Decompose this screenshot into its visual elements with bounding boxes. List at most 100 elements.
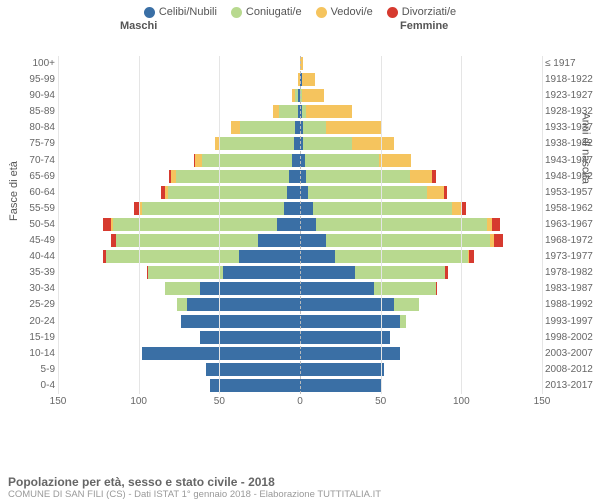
bar-segment xyxy=(240,121,295,134)
male-bar xyxy=(292,89,300,102)
male-bar xyxy=(273,105,300,118)
female-bar xyxy=(300,282,437,295)
bar-segment xyxy=(445,266,448,279)
chart-footer: Popolazione per età, sesso e stato civil… xyxy=(8,475,592,500)
birth-label: 1998-2002 xyxy=(545,330,600,346)
left-side-label: Maschi xyxy=(120,20,157,32)
center-line xyxy=(300,56,301,394)
age-label: 85-89 xyxy=(0,104,55,120)
xaxis-tick: 100 xyxy=(453,396,470,407)
female-bar xyxy=(300,121,381,134)
birth-label: 2013-2017 xyxy=(545,378,600,394)
age-label: 45-49 xyxy=(0,233,55,249)
bar-segment xyxy=(223,266,300,279)
birth-label: 1943-1947 xyxy=(545,153,600,169)
bar-segment xyxy=(303,137,351,150)
bar-segment xyxy=(300,218,316,231)
xaxis-tick: 100 xyxy=(130,396,147,407)
female-bar xyxy=(300,250,474,263)
age-label: 80-84 xyxy=(0,120,55,136)
age-label: 30-34 xyxy=(0,281,55,297)
birth-label: 1968-1972 xyxy=(545,233,600,249)
age-label: 100+ xyxy=(0,56,55,72)
legend-label: Celibi/Nubili xyxy=(159,6,217,18)
bar-segment xyxy=(306,170,409,183)
bar-segment xyxy=(177,298,187,311)
side-headers: Maschi Femmine xyxy=(0,20,600,36)
bar-segment xyxy=(469,250,474,263)
bar-segment xyxy=(444,186,447,199)
bar-segment xyxy=(300,331,390,344)
male-bar xyxy=(194,154,300,167)
male-bar xyxy=(231,121,300,134)
bar-segment xyxy=(292,154,300,167)
female-bar xyxy=(300,218,500,231)
female-bar xyxy=(300,266,448,279)
male-bar xyxy=(134,202,300,215)
age-label: 55-59 xyxy=(0,201,55,217)
birth-label: 1963-1967 xyxy=(545,217,600,233)
legend: Celibi/Nubili Coniugati/e Vedovi/e Divorzia… xyxy=(0,0,600,20)
bar-segment xyxy=(239,250,300,263)
male-bar xyxy=(169,170,300,183)
bar-segment xyxy=(202,154,292,167)
gridline xyxy=(139,56,140,394)
bar-segment xyxy=(352,137,394,150)
legend-swatch xyxy=(231,7,242,18)
bar-segment xyxy=(427,186,443,199)
legend-label: Vedovi/e xyxy=(331,6,373,18)
female-bar xyxy=(300,170,436,183)
bar-segment xyxy=(289,170,300,183)
birth-label: 2008-2012 xyxy=(545,362,600,378)
birth-label: 1923-1927 xyxy=(545,88,600,104)
bar-segment xyxy=(142,347,300,360)
birth-label: 1993-1997 xyxy=(545,314,600,330)
birth-label: 1953-1957 xyxy=(545,185,600,201)
gridline xyxy=(219,56,220,394)
xaxis-tick: 50 xyxy=(214,396,225,407)
birth-label: 1928-1932 xyxy=(545,104,600,120)
bar-segment xyxy=(305,154,379,167)
bar-segment xyxy=(300,315,400,328)
bar-segment xyxy=(176,170,289,183)
bar-segment xyxy=(452,202,462,215)
bar-segment xyxy=(400,315,406,328)
legend-label: Divorziati/e xyxy=(402,6,456,18)
female-bar xyxy=(300,89,324,102)
male-bar xyxy=(181,315,300,328)
bar-segment xyxy=(113,218,278,231)
bar-segment xyxy=(432,170,435,183)
legend-item: Vedovi/e xyxy=(316,6,373,18)
female-bar xyxy=(300,137,394,150)
female-bar xyxy=(300,186,447,199)
right-side-label: Femmine xyxy=(400,20,448,32)
male-bar xyxy=(161,186,300,199)
bar-segment xyxy=(300,202,313,215)
birth-label: 1988-1992 xyxy=(545,297,600,313)
bar-segment xyxy=(494,234,504,247)
female-bar xyxy=(300,347,400,360)
female-bar xyxy=(300,105,352,118)
bar-segment xyxy=(300,250,335,263)
bar-segment xyxy=(168,186,287,199)
xaxis-tick: 150 xyxy=(534,396,551,407)
legend-swatch xyxy=(316,7,327,18)
bar-segment xyxy=(200,282,300,295)
bar-segment xyxy=(142,202,284,215)
bar-segment xyxy=(300,347,400,360)
female-bar xyxy=(300,363,384,376)
bar-segment xyxy=(210,379,300,392)
male-bar xyxy=(103,218,300,231)
bar-segment xyxy=(313,202,452,215)
population-pyramid-chart: Celibi/Nubili Coniugati/e Vedovi/e Divorzia… xyxy=(0,0,600,500)
legend-item: Divorziati/e xyxy=(387,6,456,18)
female-bar xyxy=(300,234,503,247)
bar-segment xyxy=(284,202,300,215)
legend-label: Coniugati/e xyxy=(246,6,302,18)
bar-segment xyxy=(231,121,241,134)
birth-label: ≤ 1917 xyxy=(545,56,600,72)
bar-segment xyxy=(374,282,435,295)
age-label: 70-74 xyxy=(0,153,55,169)
chart-title: Popolazione per età, sesso e stato civil… xyxy=(8,475,592,489)
bar-segment xyxy=(300,282,374,295)
